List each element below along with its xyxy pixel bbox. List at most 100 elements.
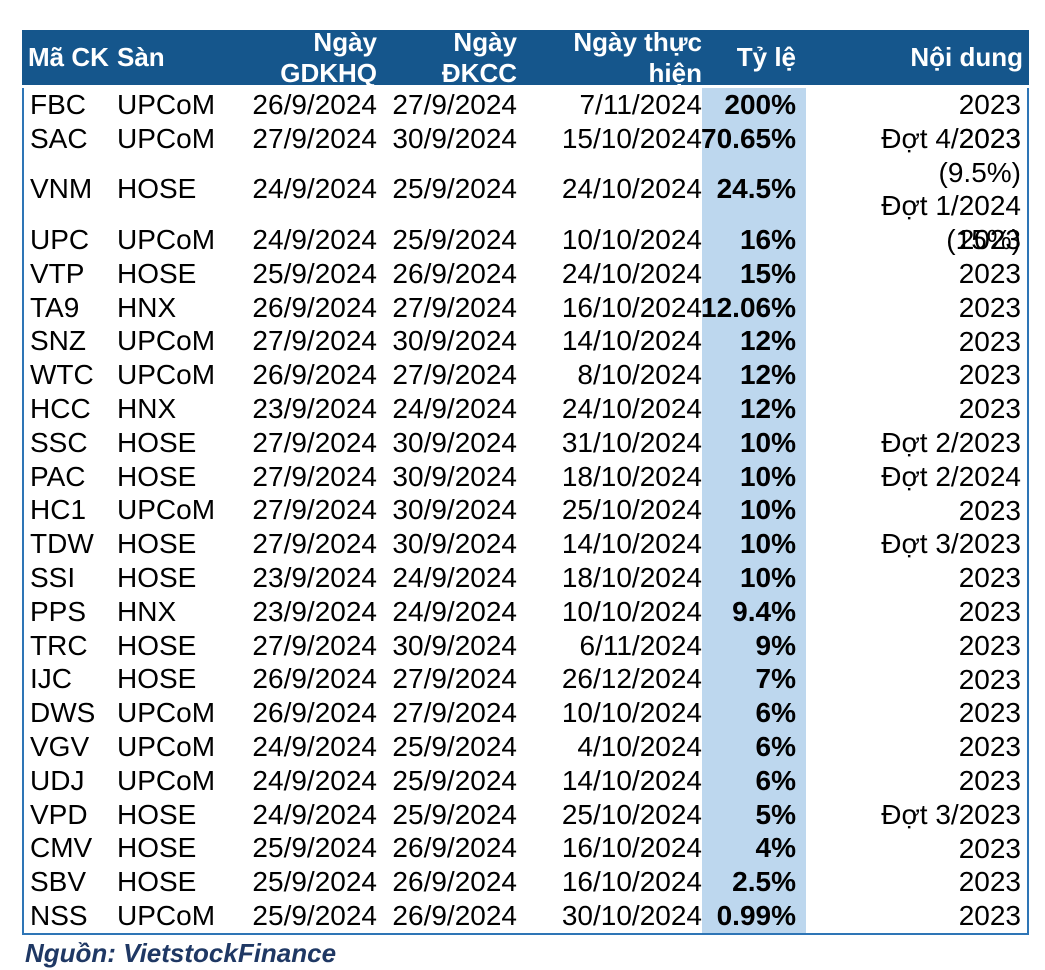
cell-exchange: UPCoM <box>117 900 216 932</box>
cell-stock-code: VNM <box>30 173 93 205</box>
table-row: WTC UPCoM 26/9/2024 27/9/2024 8/10/2024 … <box>24 358 1027 393</box>
cell-ex-dividend-date: 23/9/2024 <box>252 595 377 627</box>
cell-record-date: 27/9/2024 <box>392 88 517 120</box>
cell-content: 2023 <box>958 257 1021 289</box>
cell-ex-dividend-date: 25/9/2024 <box>252 257 377 289</box>
cell-ex-dividend-date: 24/9/2024 <box>252 731 377 763</box>
cell-stock-code: PAC <box>30 460 86 492</box>
cell-ex-dividend-date: 27/9/2024 <box>252 122 377 154</box>
cell-stock-code: SNZ <box>30 325 86 357</box>
cell-exchange: HNX <box>117 291 177 323</box>
table-row: UDJ UPCoM 24/9/2024 25/9/2024 14/10/2024… <box>24 763 1027 798</box>
cell-ratio: 10% <box>702 425 806 460</box>
cell-exchange: HOSE <box>117 562 197 594</box>
cell-exchange: HOSE <box>117 257 197 289</box>
cell-record-date: 25/9/2024 <box>392 764 517 796</box>
cell-ratio: 7% <box>702 662 806 697</box>
table-row: PPS HNX 23/9/2024 24/9/2024 10/10/2024 9… <box>24 594 1027 629</box>
cell-exchange: HNX <box>117 393 177 425</box>
header-content: Nội dung <box>910 42 1023 72</box>
cell-stock-code: TDW <box>30 528 94 560</box>
cell-stock-code: IJC <box>30 663 72 695</box>
cell-exchange: UPCoM <box>117 88 216 120</box>
cell-record-date: 27/9/2024 <box>392 359 517 391</box>
cell-ex-dividend-date: 24/9/2024 <box>252 798 377 830</box>
cell-ratio: 10% <box>702 527 806 562</box>
cell-ex-dividend-date: 24/9/2024 <box>252 224 377 256</box>
table-row: SSC HOSE 27/9/2024 30/9/2024 31/10/2024 … <box>24 425 1027 460</box>
cell-content: Đợt 3/2023 <box>881 798 1021 830</box>
cell-record-date: 30/9/2024 <box>392 122 517 154</box>
cell-exchange: HOSE <box>117 460 197 492</box>
table-row: IJC HOSE 26/9/2024 27/9/2024 26/12/2024 … <box>24 662 1027 697</box>
cell-ex-dividend-date: 27/9/2024 <box>252 426 377 458</box>
header-ratio: Tỷ lệ <box>736 42 796 72</box>
cell-content: Đợt 2/2024 <box>881 460 1021 492</box>
cell-stock-code: DWS <box>30 697 96 729</box>
cell-stock-code: SSI <box>30 562 76 594</box>
cell-record-date: 30/9/2024 <box>392 528 517 560</box>
dividend-table: Mã CK Sàn Ngày GDKHQ Ngày ĐKCC Ngày thực… <box>22 27 1029 935</box>
cell-stock-code: CMV <box>30 832 93 864</box>
table-row: TRC HOSE 27/9/2024 30/9/2024 6/11/2024 9… <box>24 628 1027 663</box>
cell-ex-dividend-date: 26/9/2024 <box>252 291 377 323</box>
cell-ratio: 15% <box>702 256 806 291</box>
table-row: SNZ UPCoM 27/9/2024 30/9/2024 14/10/2024… <box>24 324 1027 359</box>
cell-stock-code: NSS <box>30 900 88 932</box>
cell-exchange: UPCoM <box>117 122 216 154</box>
cell-exchange: HOSE <box>117 866 197 898</box>
cell-execution-date: 16/10/2024 <box>561 291 702 323</box>
cell-ex-dividend-date: 23/9/2024 <box>252 393 377 425</box>
cell-content: 2023 <box>958 393 1021 425</box>
cell-stock-code: SSC <box>30 426 88 458</box>
cell-content: 2023 <box>958 89 1021 120</box>
table-row: TA9 HNX 26/9/2024 27/9/2024 16/10/2024 1… <box>24 290 1027 325</box>
cell-content: 2023 <box>958 562 1021 594</box>
cell-execution-date: 10/10/2024 <box>561 595 702 627</box>
cell-record-date: 30/9/2024 <box>392 629 517 661</box>
table-header-row: Mã CK Sàn Ngày GDKHQ Ngày ĐKCC Ngày thực… <box>22 27 1029 88</box>
cell-stock-code: PPS <box>30 595 87 627</box>
cell-record-date: 25/9/2024 <box>392 224 517 256</box>
cell-ex-dividend-date: 26/9/2024 <box>252 359 377 391</box>
cell-ratio: 2.5% <box>702 865 806 900</box>
header-ex-dividend-date: Ngày GDKHQ <box>280 26 377 88</box>
cell-execution-date: 24/10/2024 <box>561 393 702 425</box>
cell-ex-dividend-date: 27/9/2024 <box>252 528 377 560</box>
header-record-date: Ngày ĐKCC <box>441 26 517 88</box>
cell-execution-date: 30/10/2024 <box>561 900 702 932</box>
table-row: SAC UPCoM 27/9/2024 30/9/2024 15/10/2024… <box>24 121 1027 156</box>
cell-ratio: 9% <box>702 628 806 663</box>
cell-ex-dividend-date: 24/9/2024 <box>252 764 377 796</box>
table-row: SBV HOSE 25/9/2024 26/9/2024 16/10/2024 … <box>24 865 1027 900</box>
table-row: FBC UPCoM 26/9/2024 27/9/2024 7/11/2024 … <box>24 88 1027 122</box>
cell-execution-date: 14/10/2024 <box>561 528 702 560</box>
cell-ex-dividend-date: 26/9/2024 <box>252 697 377 729</box>
cell-stock-code: WTC <box>30 359 94 391</box>
cell-execution-date: 25/10/2024 <box>561 798 702 830</box>
cell-exchange: UPCoM <box>117 697 216 729</box>
cell-exchange: UPCoM <box>117 764 216 796</box>
table-row: DWS UPCoM 26/9/2024 27/9/2024 10/10/2024… <box>24 696 1027 731</box>
table-row: VTP HOSE 25/9/2024 26/9/2024 24/10/2024 … <box>24 256 1027 291</box>
cell-exchange: HOSE <box>117 629 197 661</box>
cell-content: 2023 <box>958 697 1021 729</box>
cell-execution-date: 18/10/2024 <box>561 562 702 594</box>
cell-stock-code: VTP <box>30 257 85 289</box>
cell-exchange: HOSE <box>117 173 197 205</box>
cell-record-date: 24/9/2024 <box>392 562 517 594</box>
cell-ex-dividend-date: 23/9/2024 <box>252 562 377 594</box>
cell-ex-dividend-date: 26/9/2024 <box>252 663 377 695</box>
cell-execution-date: 16/10/2024 <box>561 866 702 898</box>
cell-execution-date: 7/11/2024 <box>579 88 703 120</box>
table-row: CMV HOSE 25/9/2024 26/9/2024 16/10/2024 … <box>24 831 1027 866</box>
table-row: VGV UPCoM 24/9/2024 25/9/2024 4/10/2024 … <box>24 730 1027 764</box>
cell-exchange: UPCoM <box>117 224 216 256</box>
header-execution-date: Ngày thực hiện <box>573 26 702 88</box>
cell-record-date: 26/9/2024 <box>392 257 517 289</box>
cell-content: 2023 <box>958 764 1021 796</box>
cell-content: 2023 <box>958 595 1021 627</box>
source-note: Nguồn: VietstockFinance <box>25 938 337 968</box>
cell-ex-dividend-date: 25/9/2024 <box>252 832 377 864</box>
cell-execution-date: 8/10/2024 <box>577 359 702 391</box>
